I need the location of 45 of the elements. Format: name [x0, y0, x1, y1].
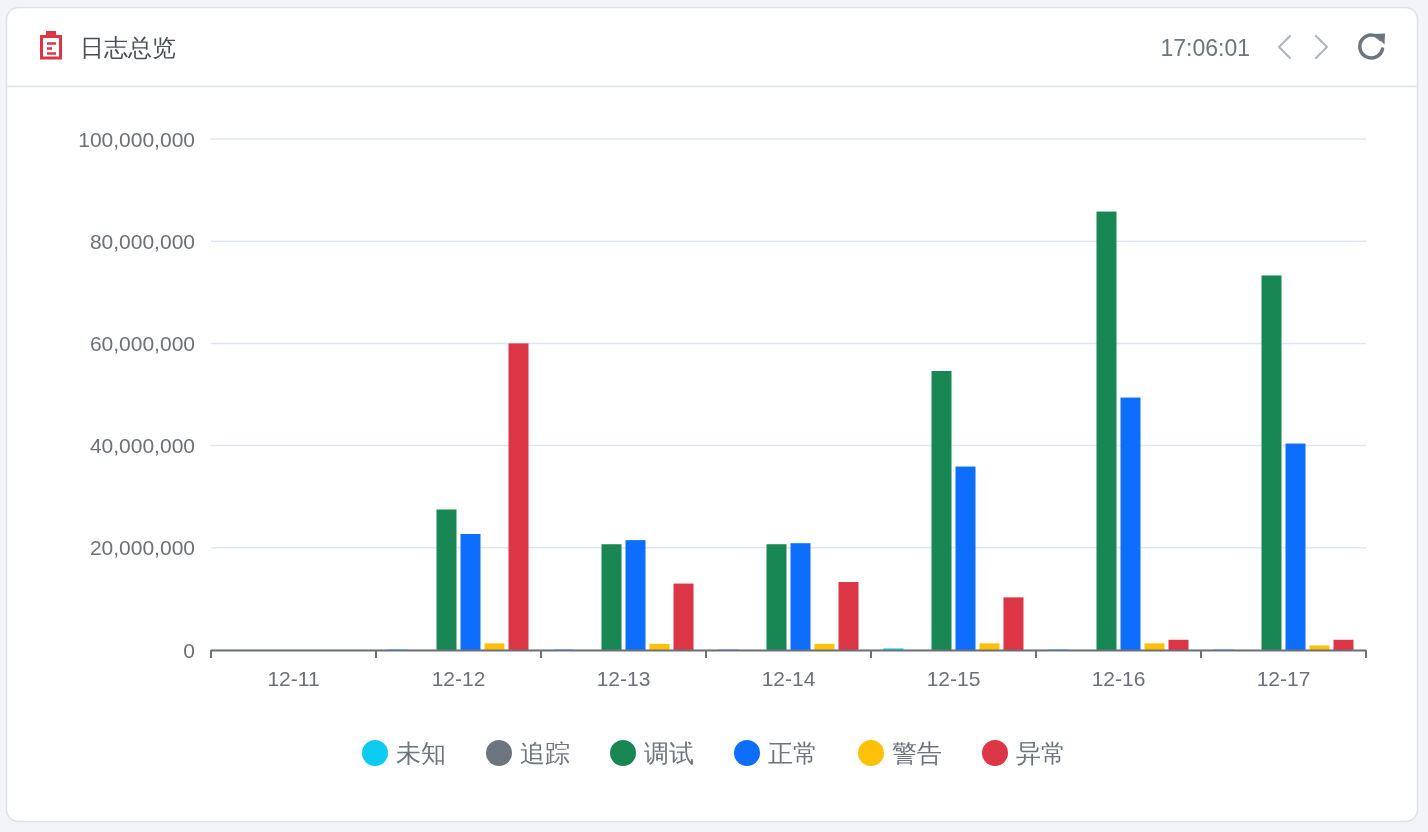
- bar: [1333, 639, 1354, 650]
- bar: [838, 582, 859, 650]
- bar: [436, 509, 457, 650]
- legend-label: 调试: [644, 739, 694, 767]
- bar: [1096, 211, 1117, 650]
- bar: [484, 643, 505, 650]
- text: 17:06:01: [1160, 35, 1250, 61]
- bar: [1144, 643, 1165, 650]
- x-tick-label: 12-11: [267, 666, 320, 690]
- bar: [955, 466, 976, 650]
- bar: [1003, 597, 1024, 650]
- bar: [1120, 397, 1141, 650]
- x-tick-label: 12-14: [761, 666, 816, 690]
- bar: [790, 543, 811, 650]
- bar: [1309, 645, 1330, 650]
- legend-label: 未知: [396, 739, 446, 767]
- bar: [673, 583, 694, 650]
- y-tick-label: 0: [183, 638, 195, 662]
- y-tick-label: 40,000,000: [89, 434, 195, 458]
- x-tick-label: 12-13: [596, 666, 651, 690]
- bar: [508, 343, 529, 650]
- bar: [766, 544, 787, 650]
- x-tick-label: 12-17: [1256, 666, 1311, 690]
- bar: [1261, 275, 1282, 650]
- y-tick-label: 100,000,000: [78, 127, 195, 151]
- legend-label: 警告: [892, 739, 942, 767]
- bar: [931, 370, 952, 650]
- bar: [649, 643, 670, 650]
- legend-label: 正常: [768, 739, 818, 767]
- bar: [814, 643, 835, 650]
- bar: [1285, 443, 1306, 650]
- y-tick-label: 60,000,000: [89, 331, 195, 355]
- legend-label: 追踪: [520, 739, 570, 767]
- bar: [625, 540, 646, 650]
- bar: [979, 643, 1000, 650]
- chart-title: 日志总览: [80, 33, 176, 61]
- x-tick-label: 12-12: [431, 666, 486, 690]
- x-tick-label: 12-15: [926, 666, 981, 690]
- y-tick-label: 20,000,000: [89, 536, 195, 560]
- y-tick-label: 80,000,000: [89, 229, 195, 253]
- x-tick-label: 12-16: [1091, 666, 1146, 690]
- bar: [1168, 639, 1189, 650]
- bar: [460, 534, 481, 650]
- bar: [601, 544, 622, 650]
- legend-label: 异常: [1016, 739, 1066, 767]
